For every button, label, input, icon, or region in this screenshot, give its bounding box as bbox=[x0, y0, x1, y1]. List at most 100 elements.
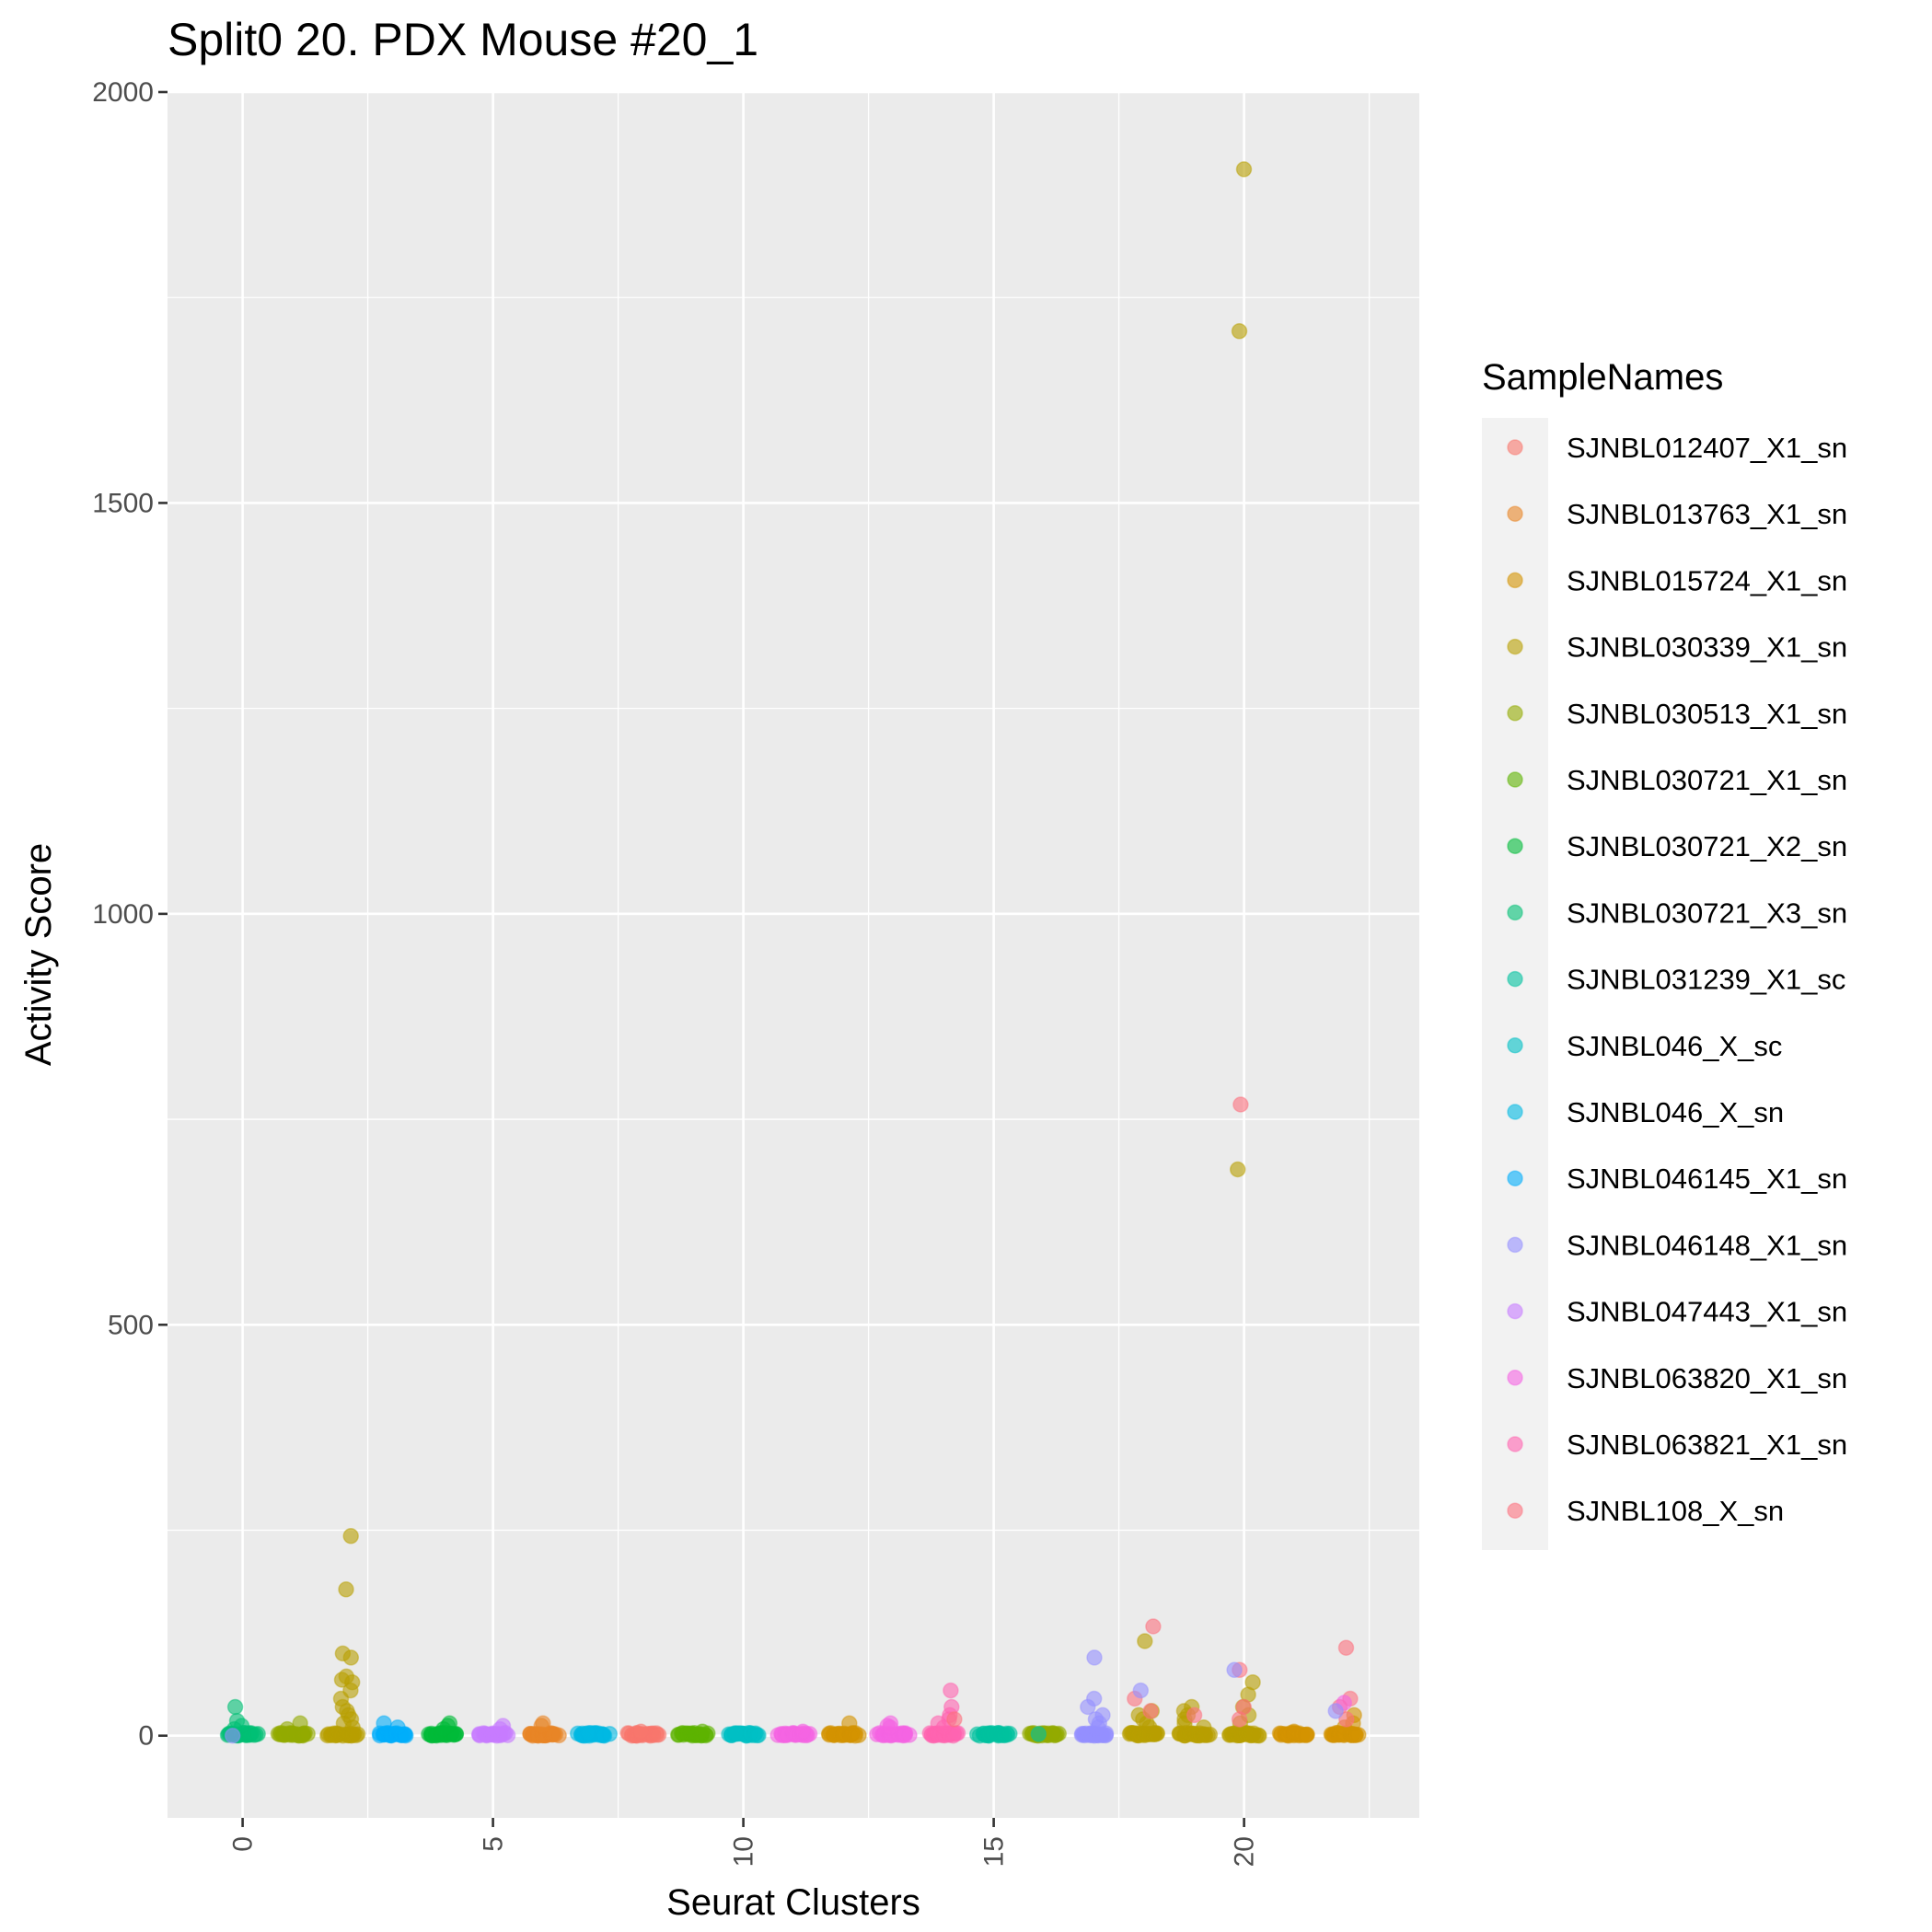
data-point bbox=[1337, 1639, 1355, 1656]
data-point bbox=[533, 1718, 550, 1734]
data-point bbox=[727, 1725, 745, 1741]
data-point bbox=[389, 1719, 406, 1736]
data-point bbox=[694, 1723, 711, 1741]
legend-label: SJNBL046148_X1_sn bbox=[1567, 1229, 1847, 1261]
legend-key bbox=[1507, 439, 1523, 456]
data-point bbox=[1142, 1703, 1159, 1719]
data-point bbox=[344, 1719, 361, 1736]
legend-key bbox=[1507, 1502, 1523, 1519]
data-point bbox=[1086, 1649, 1103, 1666]
legend-label: SJNBL013763_X1_sn bbox=[1567, 498, 1847, 530]
y-tick-label: 2000 bbox=[92, 77, 154, 108]
data-point bbox=[226, 1698, 244, 1716]
data-point bbox=[1231, 1711, 1248, 1728]
legend-key bbox=[1507, 1302, 1523, 1320]
data-point bbox=[1176, 1715, 1193, 1732]
legend-key bbox=[1507, 970, 1523, 988]
legend-label: SJNBL063820_X1_sn bbox=[1567, 1362, 1847, 1394]
data-point bbox=[882, 1719, 898, 1736]
data-point bbox=[750, 1727, 767, 1743]
y-axis: 0 500 1000 1500 2000 bbox=[92, 77, 168, 1752]
data-point bbox=[1286, 1723, 1302, 1741]
plot-panel bbox=[168, 92, 1419, 1818]
legend: SampleNames SJNBL012407_X1_sn SJNBL013763… bbox=[1482, 357, 1847, 1550]
x-axis-title: Seurat Clusters bbox=[666, 1882, 920, 1923]
data-point bbox=[435, 1720, 452, 1738]
legend-label: SJNBL030339_X1_sn bbox=[1567, 631, 1847, 664]
data-point bbox=[949, 1725, 966, 1741]
data-point bbox=[1132, 1682, 1150, 1699]
legend-key bbox=[1507, 771, 1523, 788]
data-point bbox=[342, 1682, 359, 1699]
legend-label: SJNBL030721_X1_sn bbox=[1567, 764, 1847, 796]
legend-key bbox=[1507, 705, 1523, 722]
legend-key bbox=[1507, 1104, 1523, 1120]
data-point bbox=[1231, 323, 1248, 340]
data-point bbox=[1030, 1726, 1047, 1742]
y-tick-label: 500 bbox=[108, 1310, 154, 1340]
data-point bbox=[1250, 1727, 1267, 1744]
data-point bbox=[1186, 1706, 1203, 1724]
legend-label: SJNBL046_X_sn bbox=[1567, 1096, 1784, 1128]
data-point bbox=[1229, 1161, 1246, 1178]
data-point bbox=[224, 1727, 241, 1744]
data-point bbox=[1232, 1096, 1249, 1113]
legend-key bbox=[1507, 1037, 1523, 1054]
y-tick-label: 1000 bbox=[92, 899, 154, 930]
data-point bbox=[794, 1723, 812, 1741]
legend-label: SJNBL031239_X1_sc bbox=[1567, 964, 1845, 996]
legend-key bbox=[1507, 638, 1523, 655]
data-point bbox=[601, 1726, 619, 1742]
data-point bbox=[1145, 1618, 1162, 1635]
data-point bbox=[946, 1711, 963, 1728]
data-point bbox=[1141, 1719, 1158, 1736]
legend-title: SampleNames bbox=[1482, 357, 1723, 398]
x-axis: 0 5 10 15 20 bbox=[228, 1818, 1260, 1867]
data-point bbox=[299, 1725, 316, 1742]
legend-label: SJNBL046145_X1_sn bbox=[1567, 1163, 1847, 1195]
data-points bbox=[219, 161, 1367, 1744]
x-tick-label: 20 bbox=[1230, 1836, 1260, 1867]
legend-key bbox=[1507, 505, 1523, 522]
x-tick-label: 10 bbox=[729, 1836, 759, 1867]
legend-key bbox=[1507, 904, 1523, 921]
y-tick-label: 0 bbox=[138, 1721, 154, 1752]
legend-key bbox=[1507, 1436, 1523, 1452]
data-point bbox=[249, 1726, 266, 1742]
data-point bbox=[1196, 1719, 1212, 1736]
data-point bbox=[1080, 1698, 1096, 1716]
data-point bbox=[1137, 1633, 1153, 1649]
data-point bbox=[847, 1727, 863, 1744]
data-point bbox=[632, 1723, 650, 1741]
legend-label: SJNBL108_X_sn bbox=[1567, 1495, 1784, 1527]
legend-label: SJNBL015724_X1_sn bbox=[1567, 564, 1847, 596]
legend-label: SJNBL063821_X1_sn bbox=[1567, 1429, 1847, 1461]
data-point bbox=[492, 1720, 509, 1738]
data-point bbox=[342, 1649, 360, 1666]
data-point bbox=[279, 1720, 295, 1738]
data-point bbox=[1327, 1703, 1344, 1719]
data-point bbox=[1001, 1725, 1018, 1742]
legend-label: SJNBL047443_X1_sn bbox=[1567, 1296, 1847, 1328]
grid-major bbox=[168, 90, 1419, 1818]
legend-key bbox=[1507, 1236, 1523, 1254]
data-point bbox=[650, 1726, 667, 1743]
data-point bbox=[580, 1725, 596, 1741]
legend-items: SJNBL012407_X1_sn SJNBL013763_X1_sn SJNBL0… bbox=[1507, 432, 1847, 1527]
data-point bbox=[901, 1727, 918, 1743]
legend-label: SJNBL012407_X1_sn bbox=[1567, 432, 1847, 464]
x-tick-label: 15 bbox=[979, 1836, 1010, 1867]
data-point bbox=[338, 1581, 354, 1598]
legend-label: SJNBL030513_X1_sn bbox=[1567, 698, 1847, 730]
y-axis-title: Activity Score bbox=[18, 843, 59, 1066]
data-point bbox=[550, 1727, 567, 1744]
legend-label: SJNBL046_X_sc bbox=[1567, 1030, 1782, 1062]
legend-label: SJNBL030721_X2_sn bbox=[1567, 830, 1847, 862]
data-point bbox=[1090, 1719, 1106, 1736]
data-point bbox=[376, 1715, 392, 1732]
legend-label: SJNBL030721_X3_sn bbox=[1567, 897, 1847, 929]
x-tick-label: 0 bbox=[228, 1836, 259, 1852]
data-point bbox=[1226, 1661, 1243, 1679]
grid-minor bbox=[168, 92, 1419, 1818]
